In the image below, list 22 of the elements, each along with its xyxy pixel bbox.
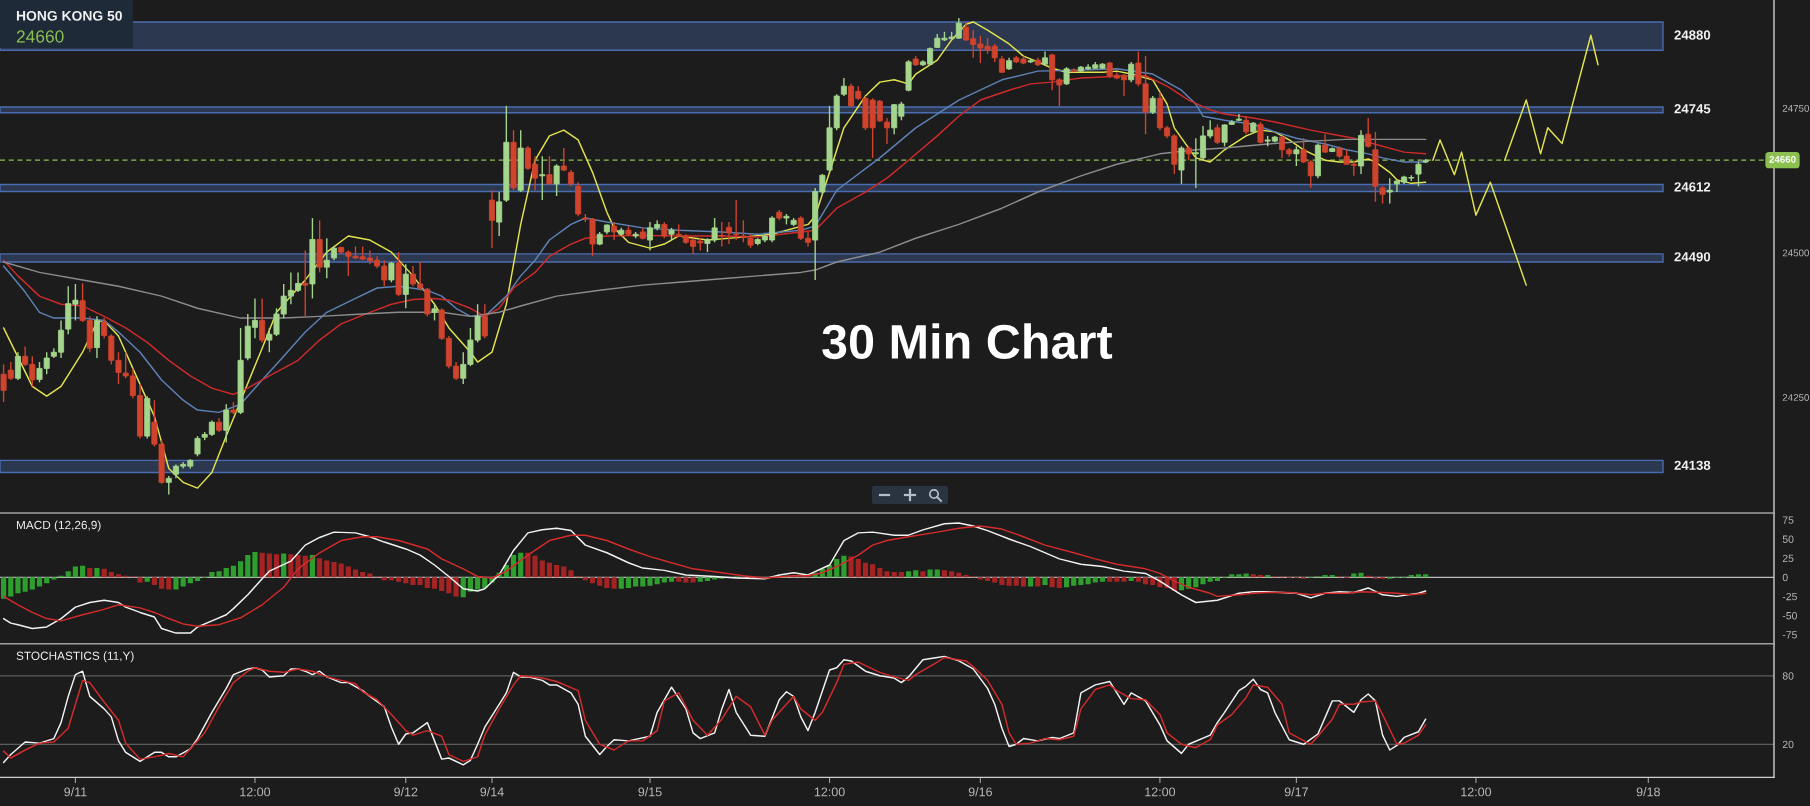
y-tick-label: 25	[1782, 554, 1794, 563]
x-tick-label: 9/11	[64, 787, 87, 797]
y-tick-label: -25	[1782, 592, 1797, 601]
x-tick-label: 9/17	[1284, 787, 1308, 797]
x-tick-label: 9/15	[638, 787, 662, 797]
x-tick-label: 12:00	[1145, 787, 1176, 797]
x-tick-label: 12:00	[240, 787, 271, 797]
x-tick-label: 9/18	[1636, 787, 1660, 797]
y-tick-label: 75	[1782, 516, 1794, 524]
text: STOCHASTICS (11,Y)	[16, 651, 134, 663]
text: MACD (12,26,9)	[16, 520, 101, 532]
y-tick-label: -75	[1782, 631, 1797, 639]
x-tick-label: 9/12	[394, 787, 418, 797]
y-tick-label: 0	[1782, 573, 1788, 582]
x-tick-label: 9/16	[968, 787, 992, 797]
x-tick-label: 12:00	[1461, 787, 1492, 797]
y-tick-label: 50	[1782, 535, 1794, 543]
x-tick-label: 12:00	[814, 787, 845, 797]
y-tick-label: 20	[1782, 740, 1794, 749]
y-tick-label: 80	[1782, 672, 1794, 680]
y-tick-label: -50	[1782, 612, 1797, 620]
x-tick-label: 9/14	[480, 787, 504, 797]
